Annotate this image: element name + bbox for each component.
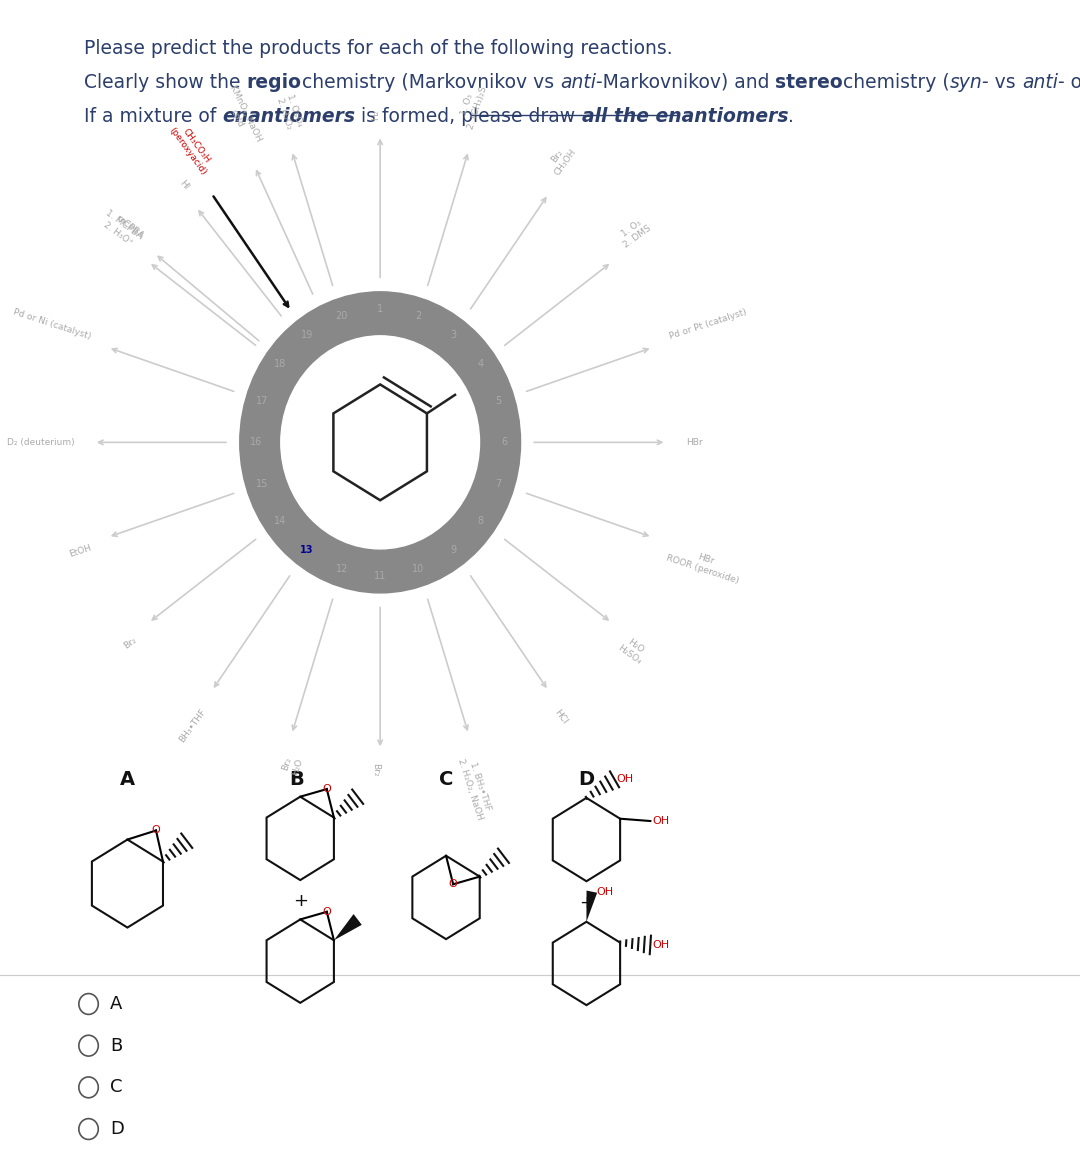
Text: B: B	[289, 770, 305, 789]
Text: 9: 9	[450, 545, 456, 555]
Circle shape	[240, 292, 521, 593]
Text: 4: 4	[477, 359, 484, 369]
Text: Clearly show the: Clearly show the	[84, 73, 246, 91]
Text: syn: syn	[949, 73, 983, 91]
Polygon shape	[586, 891, 597, 922]
Text: Br₂: Br₂	[122, 635, 138, 650]
Text: If a mixture of: If a mixture of	[84, 107, 222, 125]
Text: 1. O₃
2. DMS: 1. O₃ 2. DMS	[616, 215, 653, 250]
Text: 12: 12	[336, 564, 348, 574]
Text: 1. OsO₄
2. H₂O₂: 1. OsO₄ 2. H₂O₂	[275, 93, 305, 131]
Text: anti: anti	[1022, 73, 1058, 91]
Text: EtOH: EtOH	[68, 543, 92, 559]
Text: - vs: - vs	[983, 73, 1022, 91]
Text: - or both).: - or both).	[1058, 73, 1080, 91]
Text: all the enantiomers: all the enantiomers	[582, 107, 788, 125]
Text: HBr: HBr	[686, 438, 702, 447]
Text: 20: 20	[336, 310, 348, 321]
Text: KMnO₄, NaOH
cold: KMnO₄, NaOH cold	[219, 83, 264, 148]
Text: +: +	[579, 894, 594, 913]
Text: chemistry (: chemistry (	[842, 73, 949, 91]
Text: 2: 2	[416, 310, 421, 321]
Text: enantiomers: enantiomers	[222, 107, 355, 125]
Polygon shape	[334, 914, 362, 940]
Text: stereo: stereo	[775, 73, 842, 91]
Text: C: C	[438, 770, 454, 789]
Text: O: O	[151, 826, 161, 835]
Text: OH: OH	[652, 816, 670, 826]
Text: 10: 10	[413, 564, 424, 574]
Text: 11: 11	[374, 571, 387, 580]
Text: 6: 6	[501, 438, 508, 447]
Text: OH: OH	[617, 775, 634, 784]
Text: 19: 19	[301, 330, 313, 339]
Circle shape	[281, 336, 480, 549]
Text: regio: regio	[246, 73, 301, 91]
Text: C: C	[110, 1078, 123, 1097]
Text: H₂O
H₂SO₄: H₂O H₂SO₄	[616, 635, 649, 666]
Text: Br₂
CH₃OH: Br₂ CH₃OH	[544, 141, 578, 177]
Text: O: O	[449, 879, 458, 889]
Text: 13: 13	[300, 545, 314, 555]
Text: O: O	[323, 907, 332, 917]
Text: O: O	[323, 784, 332, 794]
Text: BH₃•THF: BH₃•THF	[177, 708, 207, 745]
Text: 16: 16	[249, 438, 262, 447]
Text: .: .	[788, 107, 794, 125]
Text: A: A	[110, 995, 122, 1013]
Text: Pd or Ni (catalyst): Pd or Ni (catalyst)	[12, 307, 92, 342]
Text: OH: OH	[652, 940, 670, 950]
Text: D: D	[579, 770, 594, 789]
Text: -Markovnikov) and: -Markovnikov) and	[596, 73, 775, 91]
Text: 1. O₃
2. (CH₃)₂S: 1. O₃ 2. (CH₃)₂S	[456, 82, 488, 131]
Text: D₂ (deuterium): D₂ (deuterium)	[6, 438, 75, 447]
Text: OH: OH	[596, 887, 613, 896]
Text: +: +	[293, 892, 308, 910]
Text: anti: anti	[559, 73, 596, 91]
Text: 1. BH₃•THF
2. H₂O₂, NaOH: 1. BH₃•THF 2. H₂O₂, NaOH	[456, 754, 495, 821]
Text: 1. MCPBA
2. H₃O⁺: 1. MCPBA 2. H₃O⁺	[98, 208, 145, 250]
Text: 5: 5	[495, 396, 501, 406]
Text: Pd or Pt (catalyst): Pd or Pt (catalyst)	[669, 308, 747, 342]
Text: 15: 15	[256, 478, 268, 489]
Text: 8: 8	[477, 515, 484, 526]
Text: B: B	[110, 1036, 122, 1055]
Text: Br₂: Br₂	[372, 763, 380, 777]
Text: 14: 14	[273, 515, 286, 526]
Text: D: D	[110, 1120, 124, 1138]
Text: HBr
ROOR (peroxide): HBr ROOR (peroxide)	[665, 543, 743, 586]
Text: 17: 17	[256, 396, 268, 406]
Text: 7: 7	[495, 478, 501, 489]
Text: 18: 18	[273, 359, 286, 369]
Text: 3: 3	[450, 330, 456, 339]
Text: HI: HI	[178, 178, 190, 191]
Text: chemistry (Markovnikov vs: chemistry (Markovnikov vs	[301, 73, 559, 91]
Text: Br₂
H₂O: Br₂ H₂O	[281, 754, 305, 777]
Text: H₂: H₂	[372, 110, 380, 119]
Text: CH₃CO₃H
(peroxyacid): CH₃CO₃H (peroxyacid)	[167, 120, 216, 177]
Text: Please predict the products for each of the following reactions.: Please predict the products for each of …	[84, 39, 673, 58]
Text: is formed, please draw: is formed, please draw	[355, 107, 582, 125]
Text: A: A	[120, 770, 135, 789]
Text: 1: 1	[377, 305, 383, 314]
Text: HCl: HCl	[553, 708, 569, 725]
Text: mCPBA: mCPBA	[113, 213, 145, 241]
